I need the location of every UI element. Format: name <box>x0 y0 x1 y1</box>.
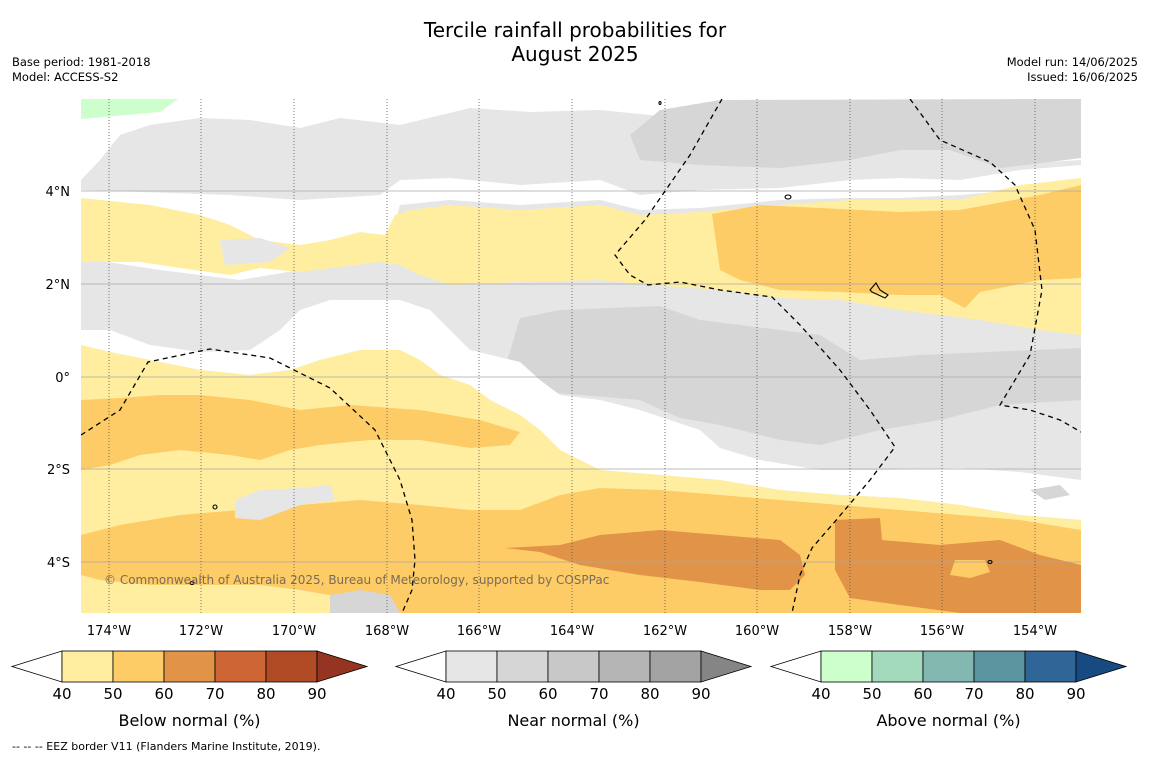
meta-left: Base period: 1981-2018 Model: ACCESS-S2 <box>12 55 151 85</box>
colorbar-extend-low <box>769 650 822 683</box>
above-normal-patch <box>81 99 178 119</box>
colorbar-segment <box>445 650 498 683</box>
eez-borders <box>81 99 1081 613</box>
lon-label: 158°W <box>828 624 872 639</box>
colorbar-segment <box>871 650 924 683</box>
colorbar-segment <box>265 650 318 683</box>
colorbar-segment <box>598 650 651 683</box>
map-plot-area: © Commonwealth of Australia 2025, Bureau… <box>81 99 1081 613</box>
colorbar-extend-high <box>700 650 753 683</box>
below-normal-50-inset <box>950 560 990 578</box>
below-normal-50-north <box>712 185 1081 308</box>
colorbar-segment <box>112 650 165 683</box>
colorbar-segment <box>1024 650 1077 683</box>
colorbar-tick-label: 80 <box>640 685 659 703</box>
colorbar-tick-label: 60 <box>913 685 932 703</box>
lon-label: 160°W <box>735 624 779 639</box>
lon-label: 164°W <box>550 624 594 639</box>
lon-label: 154°W <box>1013 624 1057 639</box>
meta-right: Model run: 14/06/2025 Issued: 16/06/2025 <box>1007 55 1138 85</box>
colorbar-tick-label: 80 <box>256 685 275 703</box>
below-normal-50-band-a <box>81 395 520 470</box>
lat-gridlines <box>81 190 1081 563</box>
lat-label: 4°S <box>47 556 70 571</box>
base-period: Base period: 1981-2018 <box>12 55 151 69</box>
colorbar-segment <box>973 650 1026 683</box>
colorbar-tick-label: 50 <box>862 685 881 703</box>
colorbar-tick-label: 40 <box>52 685 71 703</box>
colorbar-tick-label: 40 <box>436 685 455 703</box>
colorbar-segment <box>922 650 975 683</box>
colorbar-extend-high <box>316 650 369 683</box>
colorbar-tick-label: 70 <box>205 685 224 703</box>
colorbar-tick-label: 90 <box>1066 685 1085 703</box>
colorbar-extend-low <box>10 650 63 683</box>
colorbar-label: Below normal (%) <box>118 711 260 730</box>
colorbar-tick-label: 50 <box>487 685 506 703</box>
colorbars: 40 50 60 70 80 90 Below normal (%) 40 50 60 70 80 90… <box>10 650 1128 730</box>
model-name: Model: ACCESS-S2 <box>12 70 119 84</box>
lat-label: 2°S <box>47 463 70 478</box>
lon-labels: 174°W 172°W 170°W 168°W 166°W 164°W 162°… <box>87 624 1057 639</box>
lon-label: 172°W <box>179 624 223 639</box>
colorbar-tick-label: 40 <box>811 685 830 703</box>
lat-label: 2°N <box>46 278 71 293</box>
lon-label: 170°W <box>272 624 316 639</box>
title-line-2: August 2025 <box>511 42 639 66</box>
colorbar-label: Above normal (%) <box>876 711 1020 730</box>
lon-label: 168°W <box>365 624 409 639</box>
model-run: Model run: 14/06/2025 <box>1006 55 1138 69</box>
lon-label: 166°W <box>457 624 501 639</box>
near-normal-patch-c <box>1030 485 1070 500</box>
colorbar-segment <box>649 650 702 683</box>
near-normal-50-topright <box>630 99 1081 168</box>
colorbar-segment <box>61 650 114 683</box>
colorbar-tick-label: 90 <box>691 685 710 703</box>
white-band-south <box>81 300 1081 520</box>
colorbar-label: Near normal (%) <box>507 711 639 730</box>
colorbar-tick-label: 60 <box>154 685 173 703</box>
lat-label: 4°N <box>46 185 71 200</box>
near-normal-patch-a <box>235 485 335 520</box>
colorbar-tick-label: 50 <box>103 685 122 703</box>
colorbar-segment <box>214 650 267 683</box>
colorbar-segment <box>820 650 873 683</box>
colorbar-tick-label: 70 <box>964 685 983 703</box>
lon-label: 162°W <box>643 624 687 639</box>
map-title: Tercile rainfall probabilities for Augus… <box>0 18 1150 66</box>
title-line-1: Tercile rainfall probabilities for <box>423 18 727 42</box>
near-normal-patch-d <box>220 238 290 265</box>
copyright-credit: © Commonwealth of Australia 2025, Bureau… <box>104 573 609 587</box>
lat-labels: 4°N 2°N 0° 2°S 4°S <box>46 185 71 571</box>
islands <box>189 100 993 586</box>
colorbar-extend-high <box>1075 650 1128 683</box>
lon-label: 156°W <box>920 624 964 639</box>
colorbar-extend-low <box>394 650 447 683</box>
colorbar-tick-label: 90 <box>307 685 326 703</box>
colorbar-segment <box>496 650 549 683</box>
colorbar-tick-label: 80 <box>1015 685 1034 703</box>
colorbar-0: 40 50 60 70 80 90 Below normal (%) <box>10 650 369 730</box>
lon-label: 174°W <box>87 624 131 639</box>
colorbar-tick-label: 60 <box>538 685 557 703</box>
issued-date: Issued: 16/06/2025 <box>1027 70 1138 84</box>
map-figure: © Commonwealth of Australia 2025, Bureau… <box>10 99 1128 730</box>
lat-label: 0° <box>55 371 70 386</box>
eez-footnote: -- -- -- EEZ border V11 (Flanders Marine… <box>12 740 321 753</box>
colorbar-tick-label: 70 <box>589 685 608 703</box>
near-normal-patch-b <box>330 590 400 613</box>
colorbar-segment <box>547 650 600 683</box>
colorbar-1: 40 50 60 70 80 90 Near normal (%) <box>394 650 753 730</box>
below-normal-60-band-a <box>505 530 805 590</box>
near-normal-50-center <box>500 306 1081 445</box>
colorbar-2: 40 50 60 70 80 90 Above normal (%) <box>769 650 1128 730</box>
colorbar-segment <box>163 650 216 683</box>
